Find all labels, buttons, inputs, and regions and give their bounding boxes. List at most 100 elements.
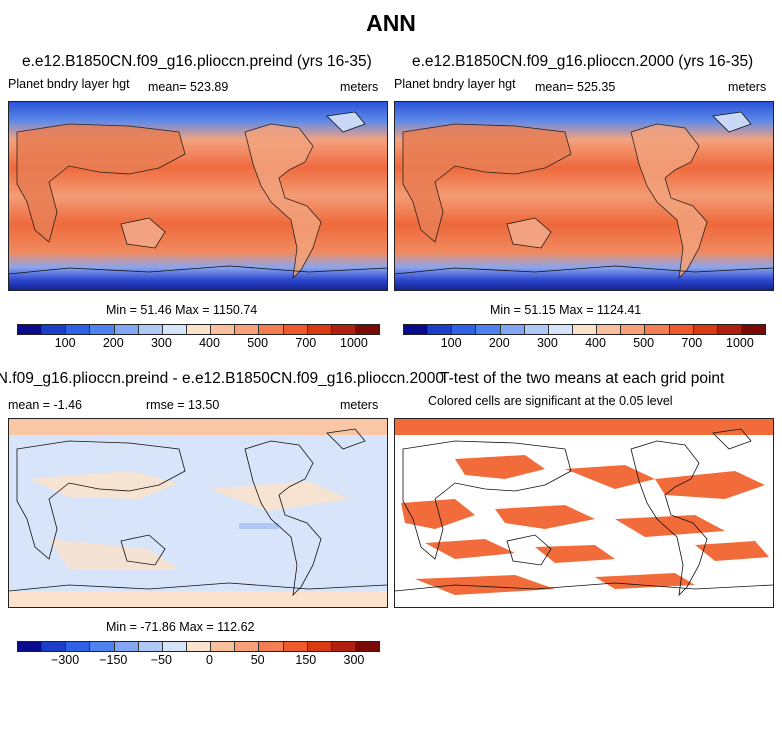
sig-cell (455, 455, 545, 479)
colorbar-swatch (66, 325, 91, 334)
panel1-stats: Min = 51.46 Max = 1150.74 (106, 303, 258, 317)
colorbar-tick-label: 400 (199, 336, 220, 350)
panel1-coastlines (9, 111, 387, 280)
panel3-arctic-band (9, 419, 387, 435)
coast-antarctica (395, 265, 773, 275)
colorbar-swatch (90, 325, 115, 334)
colorbar-tick-label: 0 (206, 653, 214, 667)
colorbar-tick-label: 200 (102, 336, 124, 350)
colorbar-swatch (693, 325, 718, 334)
colorbar-swatch (90, 642, 115, 651)
colorbar-swatch (235, 642, 260, 651)
colorbar-tick-label: 1000 (340, 336, 368, 350)
panel1-map (8, 101, 388, 291)
coast-antarctica (9, 582, 387, 592)
sig-cell (425, 539, 515, 559)
sig-cell (395, 419, 773, 435)
panel2-coastlines (395, 111, 773, 280)
panel3-positive-patch (49, 539, 179, 569)
panel1-variable: Planet bndry layer hgt (8, 77, 130, 91)
colorbar-tick-label: −150 (99, 653, 128, 667)
colorbar-swatch (259, 642, 284, 651)
panel4-coastlines (395, 428, 773, 597)
colorbar-swatch (717, 325, 742, 334)
colorbar-swatch (162, 642, 187, 651)
coast-africa-eurasia (402, 440, 572, 560)
panel4-subtitle: Colored cells are significant at the 0.0… (428, 394, 673, 408)
colorbar-swatch (186, 325, 212, 334)
sig-cell (615, 515, 725, 537)
panel2-colorbar-ticks: 100 200 300 400 500 700 1000 (403, 336, 764, 352)
colorbar-swatch (211, 642, 236, 651)
panel2-mean: mean= 525.35 (535, 80, 616, 94)
panel3-antarctic-band (9, 591, 387, 607)
coast-americas (630, 440, 708, 597)
coast-greenland (712, 428, 752, 450)
colorbar-swatch (307, 325, 332, 334)
panel3-colorbar-ticks: −300 −150 −50 0 50 150 300 (17, 653, 378, 669)
colorbar-tick-label: 700 (681, 336, 703, 350)
colorbar-swatch (259, 325, 284, 334)
colorbar-swatch (66, 642, 91, 651)
panel2-colorbar (403, 324, 766, 335)
coast-greenland (326, 428, 366, 450)
panel3-units: meters (340, 398, 379, 412)
sig-cell (415, 575, 555, 595)
panel1-colorbar (17, 324, 380, 335)
panel3-coastlines (9, 428, 387, 597)
coast-greenland (712, 111, 752, 133)
coast-africa-eurasia (16, 123, 186, 243)
colorbar-tick-label: 400 (585, 336, 606, 350)
colorbar-swatch (645, 325, 670, 334)
coast-africa-eurasia (16, 440, 186, 560)
colorbar-swatch (42, 642, 67, 651)
panel1-colorbar-ticks: 100 200 300 400 500 700 1000 (17, 336, 378, 352)
panel2-map (394, 101, 774, 291)
panel2-map-svg (395, 102, 773, 290)
colorbar-swatch (572, 325, 598, 334)
panel3-positive-patch (29, 471, 179, 499)
colorbar-tick-label: 500 (633, 336, 655, 350)
panel3-rmse: rmse = 13.50 (146, 398, 220, 412)
colorbar-swatch (548, 325, 573, 334)
colorbar-swatch (307, 642, 332, 651)
colorbar-swatch (476, 325, 501, 334)
panel3-map-svg (9, 419, 387, 607)
coast-australia (506, 534, 552, 566)
coast-australia (120, 217, 166, 249)
colorbar-swatch (162, 325, 187, 334)
panel3-map (8, 418, 388, 608)
panel1-map-svg (9, 102, 387, 290)
colorbar-swatch (283, 642, 308, 651)
colorbar-swatch (18, 325, 43, 334)
colorbar-swatch (669, 325, 694, 334)
panel3-title-clip: e.e12.B1850CN.f09_g16.plioccn.preind - e… (0, 370, 444, 392)
sig-cell (595, 573, 695, 589)
panel3-mean: mean = -1.46 (8, 398, 83, 412)
colorbar-tick-label: −50 (150, 653, 172, 667)
coast-greenland (326, 111, 366, 133)
colorbar-swatch (114, 325, 139, 334)
colorbar-tick-label: 100 (440, 336, 462, 350)
panel3-colorbar (17, 641, 380, 652)
sig-cell (535, 545, 615, 563)
colorbar-swatch (500, 325, 525, 334)
coast-americas (630, 123, 708, 280)
panel1-title: e.e12.B1850CN.f09_g16.plioccn.preind (yr… (22, 53, 372, 70)
colorbar-swatch (597, 325, 622, 334)
colorbar-swatch (524, 325, 549, 334)
panel3-title: e.e12.B1850CN.f09_g16.plioccn.preind - e… (0, 370, 444, 387)
colorbar-tick-label: −300 (51, 653, 80, 667)
sig-cell (695, 541, 769, 561)
panel2-stats: Min = 51.15 Max = 1124.41 (490, 303, 642, 317)
coast-africa-eurasia (402, 123, 572, 243)
colorbar-tick-label: 1000 (726, 336, 754, 350)
colorbar-swatch (331, 325, 356, 334)
colorbar-tick-label: 300 (150, 336, 172, 350)
colorbar-tick-label: 700 (295, 336, 317, 350)
panel1-units: meters (340, 80, 379, 94)
colorbar-tick-label: 100 (54, 336, 76, 350)
colorbar-swatch (138, 642, 163, 651)
panel3-field (9, 419, 387, 607)
coast-australia (120, 534, 166, 566)
